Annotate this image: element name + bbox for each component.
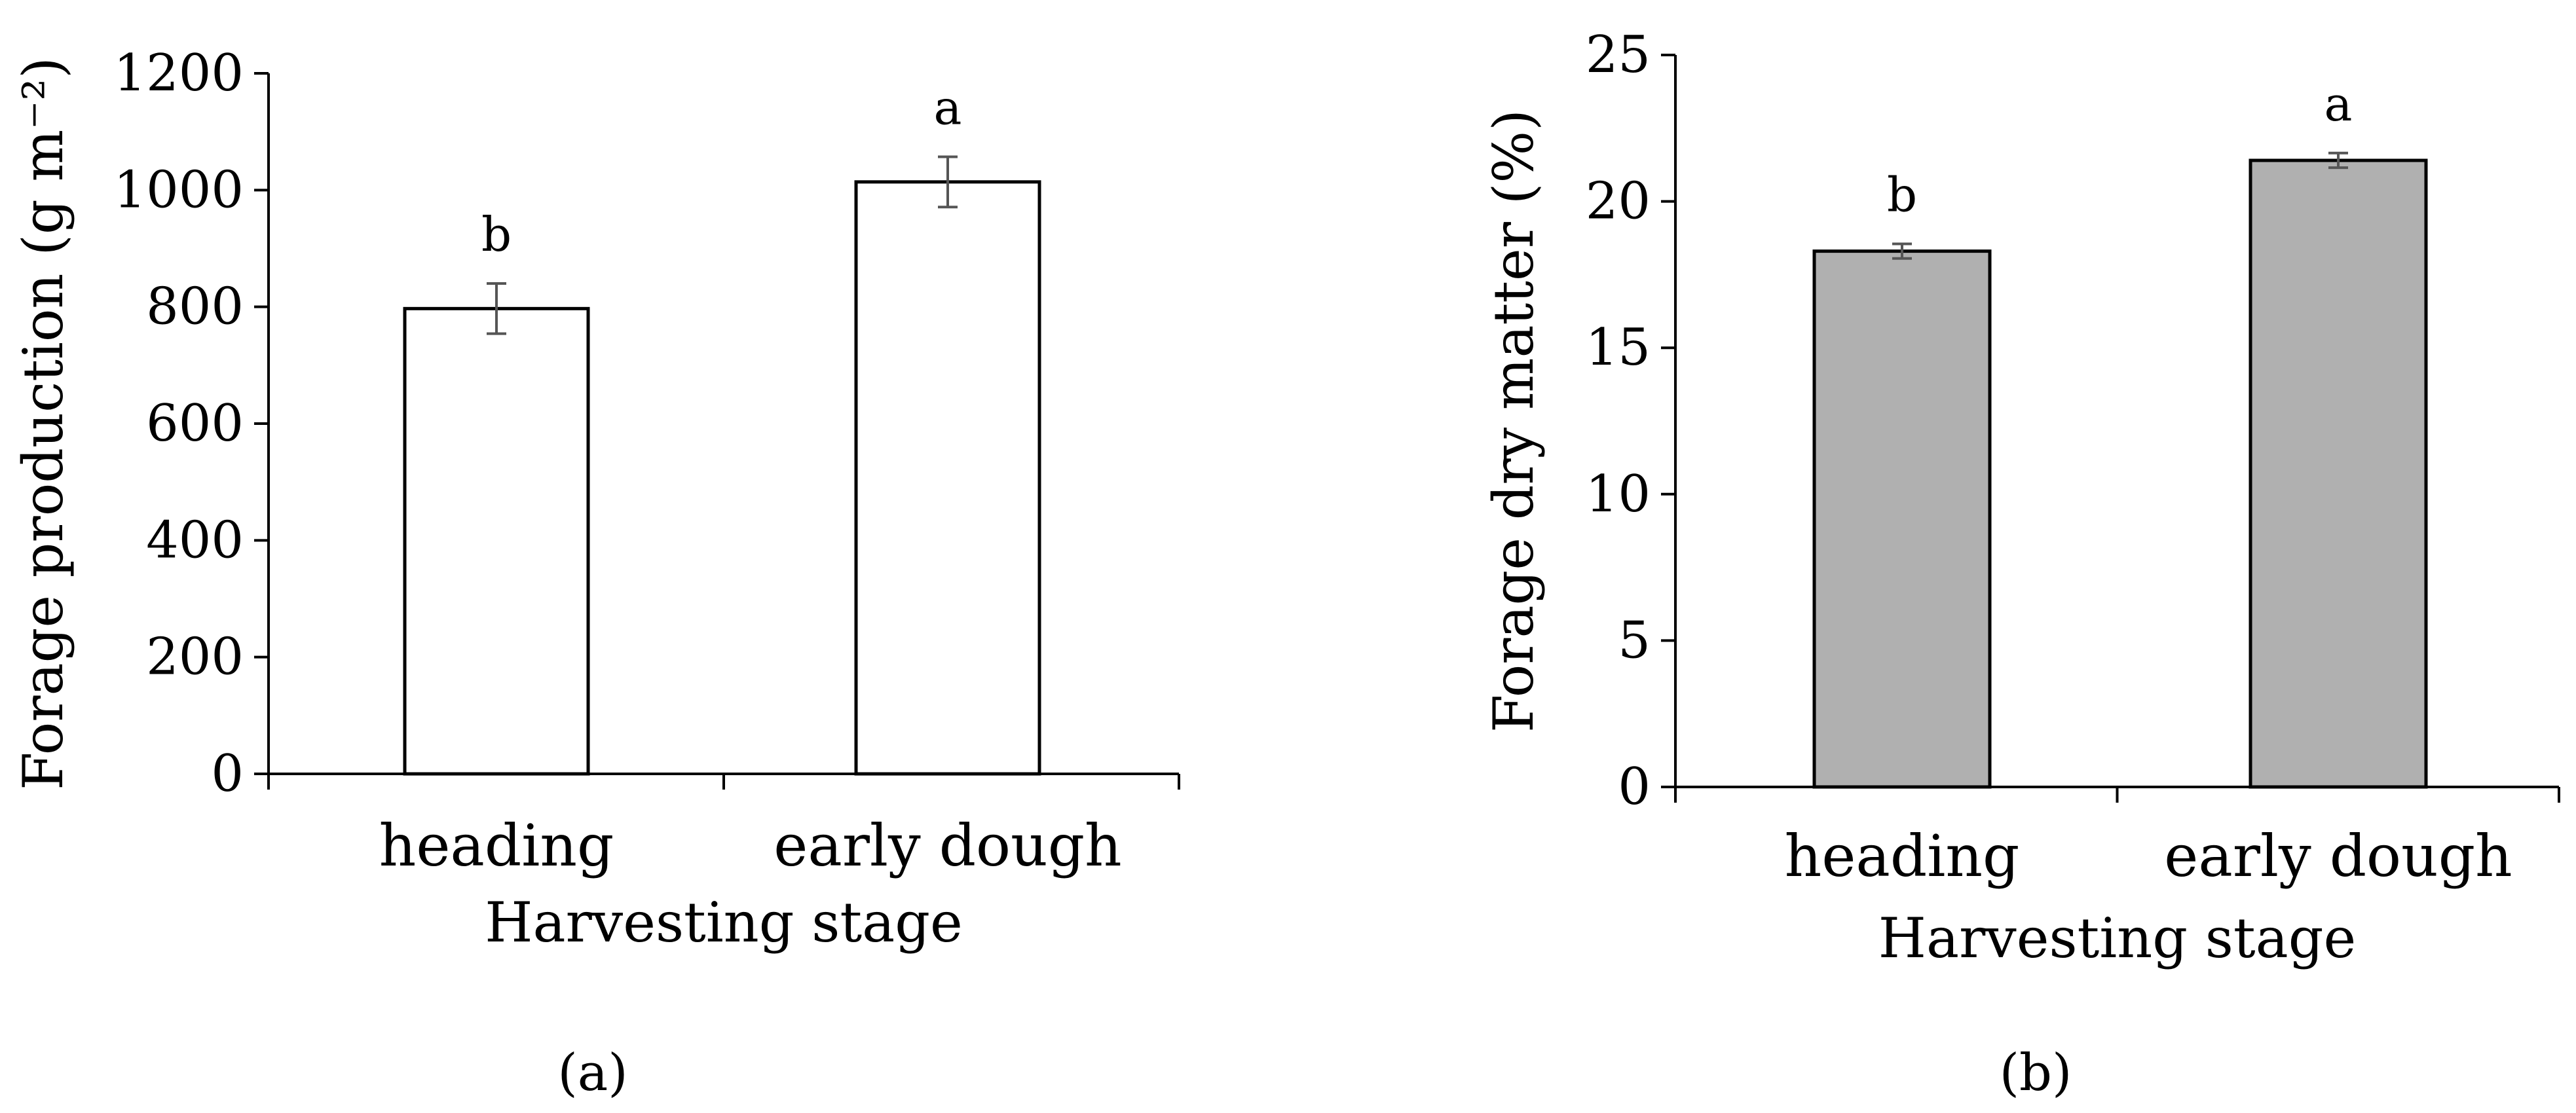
chart-a-y-tick-label: 1000 [113,160,244,219]
chart-b-x-axis-title: Harvesting stage [1878,906,2356,970]
chart-b-y-tick-label: 20 [1586,172,1651,231]
chart-a-y-tick-label: 0 [211,744,244,803]
chart-b-significance-letter: b [1887,167,1917,222]
chart-b-category-label: early dough [2164,822,2512,890]
chart-b-y-axis-title: Forage dry matter (%) [1482,109,1546,733]
chart-a-category-label: heading [379,812,614,879]
chart-a-significance-letter: a [934,81,962,136]
chart-b-y-tick-label: 15 [1586,318,1651,377]
chart-a-y-tick-label: 600 [146,394,244,453]
chart-a-y-tick-label: 800 [146,278,244,337]
chart-a-panel-label: (a) [557,1044,627,1103]
chart-a-bar [854,180,1041,776]
chart-a-y-tick-label: 1200 [113,44,244,103]
chart-a-y-tick-label: 400 [146,511,244,570]
chart-b-y-tick-label: 0 [1618,757,1651,816]
chart-b-y-tick-label: 25 [1586,26,1651,84]
chart-b-panel-label: (b) [2000,1044,2072,1103]
chart-a: 0 200 400 600 800 1000 1200 b heading a early doug… [11,44,1180,1103]
chart-a-y-tick-label: 200 [146,628,244,687]
chart-b-bar [2249,158,2428,789]
chart-a-category-label: early dough [774,812,1121,879]
chart-b-significance-letter: a [2324,77,2353,132]
chart-b-y-tick-label: 5 [1618,611,1651,670]
chart-b: 0 5 10 15 20 25 b heading a early dough Harvesting… [1482,26,2560,1103]
chart-b-bar [1812,249,1992,789]
chart-a-x-axis-title: Harvesting stage [485,890,962,955]
chart-a-y-axis-title: Forage production (g m⁻²) [11,57,75,790]
chart-a-significance-letter: b [481,207,512,262]
chart-b-category-label: heading [1785,822,2020,890]
chart-b-y-tick-label: 10 [1586,465,1651,524]
chart-a-bar [403,306,590,776]
